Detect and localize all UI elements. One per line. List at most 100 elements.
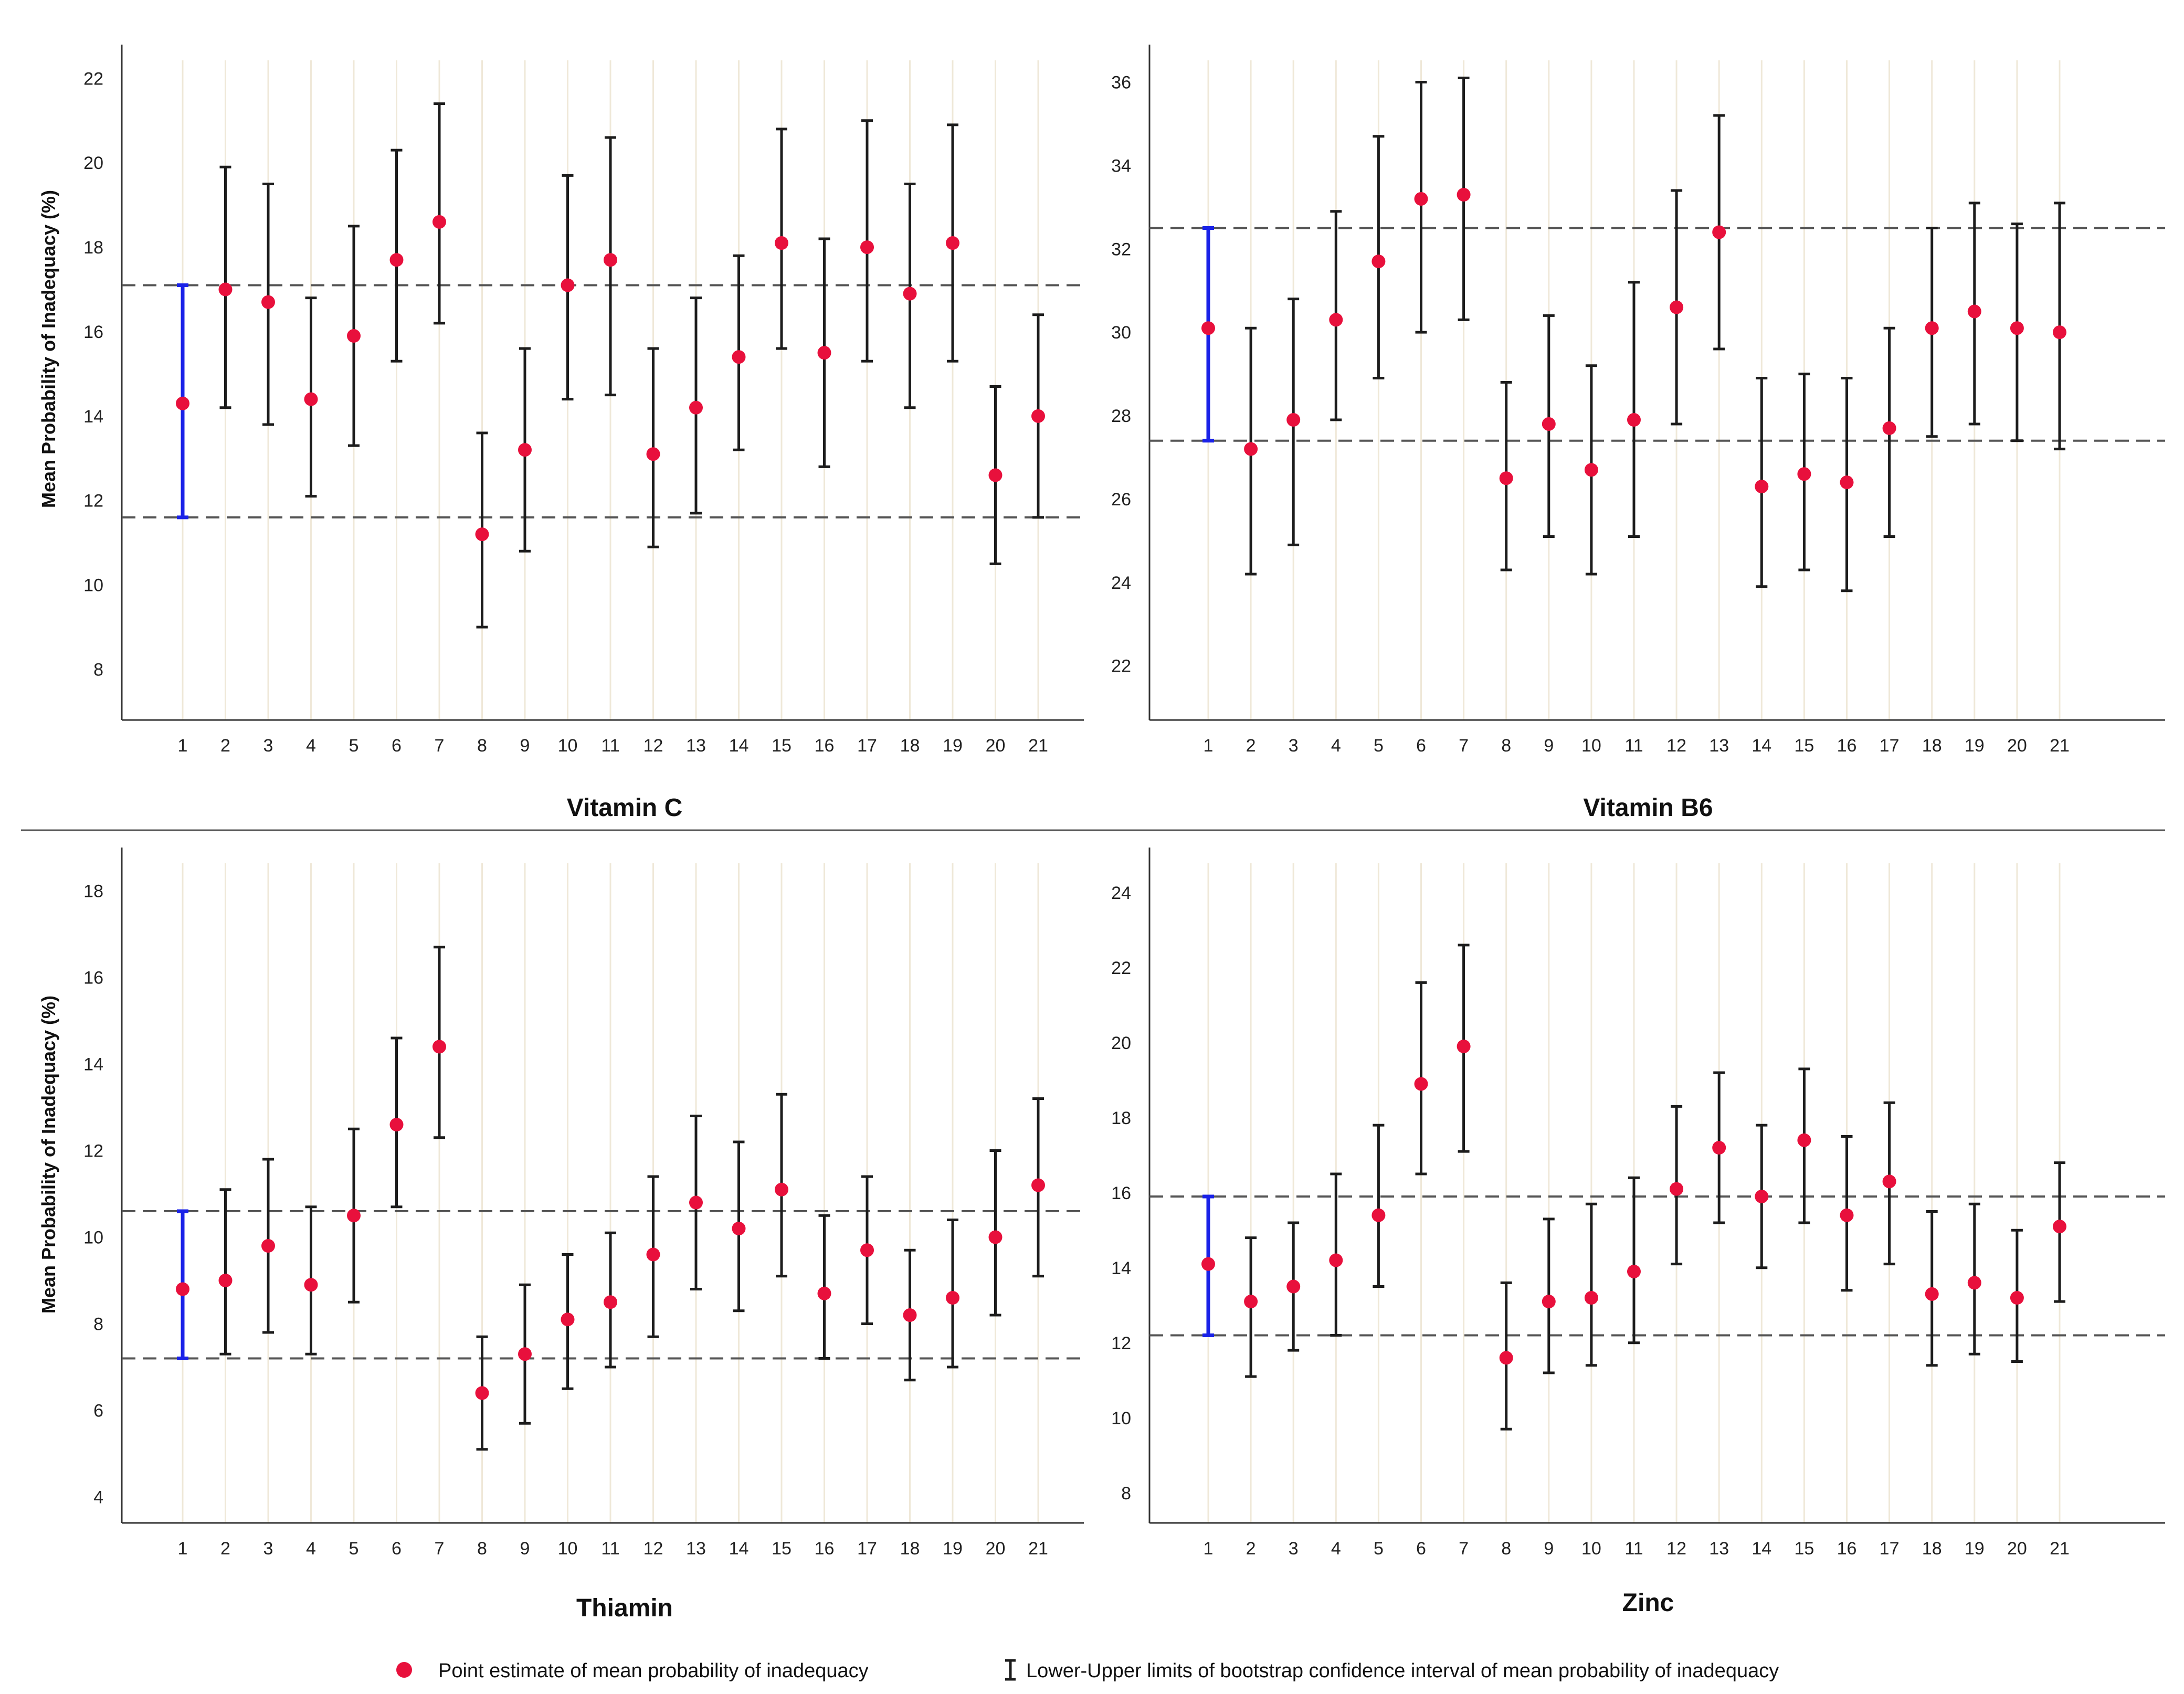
point-estimate [1925,321,1939,335]
x-tick-label: 16 [815,1539,835,1559]
point-estimate [1755,1189,1769,1203]
panel-title: Vitamin C [567,794,683,822]
point-estimate [261,295,275,309]
y-tick-label: 32 [1111,239,1131,259]
y-tick-label: 30 [1111,323,1131,343]
point-estimate [561,1312,575,1327]
y-tick-label: 24 [1111,573,1131,593]
x-tick-label: 13 [686,736,706,756]
x-tick-label: 5 [1374,1539,1384,1559]
point-estimate [218,282,233,297]
y-axis-label: Mean Probability of Inadequacy (%) [38,190,59,508]
point-estimate [775,1182,788,1197]
x-tick-label: 15 [772,1539,792,1559]
point-estimate [1584,1291,1598,1305]
y-tick-label: 8 [93,660,103,680]
x-tick-label: 10 [558,736,578,756]
x-tick-label: 2 [220,1539,230,1559]
x-tick-label: 1 [1204,736,1214,756]
x-tick-label: 7 [435,1539,445,1559]
x-tick-label: 2 [1246,1539,1256,1559]
point-estimate [604,253,617,267]
point-estimate [1712,1141,1726,1155]
y-tick-label: 16 [83,968,103,988]
point-estimate [1712,225,1726,239]
y-tick-label: 28 [1111,406,1131,426]
point-estimate [903,1308,917,1322]
x-tick-label: 9 [1544,1539,1554,1559]
y-tick-label: 18 [1111,1108,1131,1128]
x-tick-label: 9 [1544,736,1554,756]
x-tick-label: 17 [1880,736,1900,756]
point-estimate [946,1291,959,1305]
x-tick-label: 16 [1837,736,1857,756]
point-estimate [304,1278,318,1292]
y-tick-label: 22 [83,69,103,89]
point-estimate [1670,300,1684,314]
legend-ci-label: Lower-Upper limits of bootstrap confiden… [1026,1660,1779,1682]
point-estimate [1499,1351,1513,1365]
ci-error-bar [1585,1202,1597,1367]
x-tick-label: 5 [1374,736,1384,756]
ci-error-bar [1628,1176,1640,1344]
y-tick-label: 24 [1111,883,1131,903]
x-tick-label: 9 [520,1539,530,1559]
point-estimate [1840,475,1854,490]
x-tick-label: 11 [1624,736,1643,756]
x-tick-label: 11 [601,736,619,756]
point-estimate [1414,1077,1428,1091]
x-tick-label: 14 [729,736,749,756]
x-tick-label: 6 [1416,736,1426,756]
point-estimate [860,240,874,255]
panel-title: Vitamin B6 [1583,794,1713,822]
x-tick-label: 12 [1666,1539,1686,1559]
x-tick-label: 8 [1501,736,1511,756]
ci-error-bar [434,102,445,325]
point-estimate [1286,413,1301,427]
point-estimate [988,1230,1003,1244]
y-tick-label: 18 [83,882,103,902]
x-tick-label: 9 [520,736,530,756]
legend-point-label: Point estimate of mean probability of in… [438,1660,869,1682]
x-tick-label: 17 [857,1539,877,1559]
point-estimate [1797,1133,1811,1147]
x-tick-label: 20 [986,1539,1006,1559]
y-tick-label: 10 [1111,1409,1131,1428]
x-tick-label: 19 [943,1539,963,1559]
point-estimate [1286,1279,1301,1294]
point-estimate [689,400,703,415]
point-estimate [1371,1208,1386,1222]
x-tick-label: 10 [1581,1539,1601,1559]
point-estimate [347,1209,361,1223]
x-tick-label: 19 [943,736,963,756]
point-estimate [1244,1295,1258,1309]
panel-thiamin: Mean Probability of Inadequacy (%) 4 6 8 10… [38,848,1084,1622]
y-tick-label: 10 [83,1228,103,1248]
y-tick-label: 22 [1111,958,1131,978]
x-tick-label: 10 [1581,736,1601,756]
point-estimate [817,346,831,360]
point-estimate [689,1195,703,1210]
point-estimate [218,1274,233,1287]
point-estimate [1925,1287,1939,1301]
point-estimate [1797,467,1811,481]
point-estimate [389,253,404,267]
y-tick-label: 20 [83,153,103,173]
point-estimate [1371,255,1386,269]
point-estimate [1201,1257,1215,1271]
point-estimate [176,1282,189,1296]
point-estimate [946,236,959,250]
x-tick-label: 4 [1331,736,1341,756]
point-estimate [775,236,788,250]
point-estimate [646,1247,660,1262]
y-tick-label: 16 [83,322,103,342]
x-tick-label: 7 [435,736,445,756]
ci-error-bar [1415,81,1427,334]
ci-error-bar [1373,1124,1385,1288]
y-tick-label: 12 [83,491,103,511]
ci-error-bar [1628,281,1640,538]
y-tick-label: 8 [93,1315,103,1335]
panel-title: Thiamin [576,1594,673,1622]
point-estimate [1542,1295,1556,1309]
